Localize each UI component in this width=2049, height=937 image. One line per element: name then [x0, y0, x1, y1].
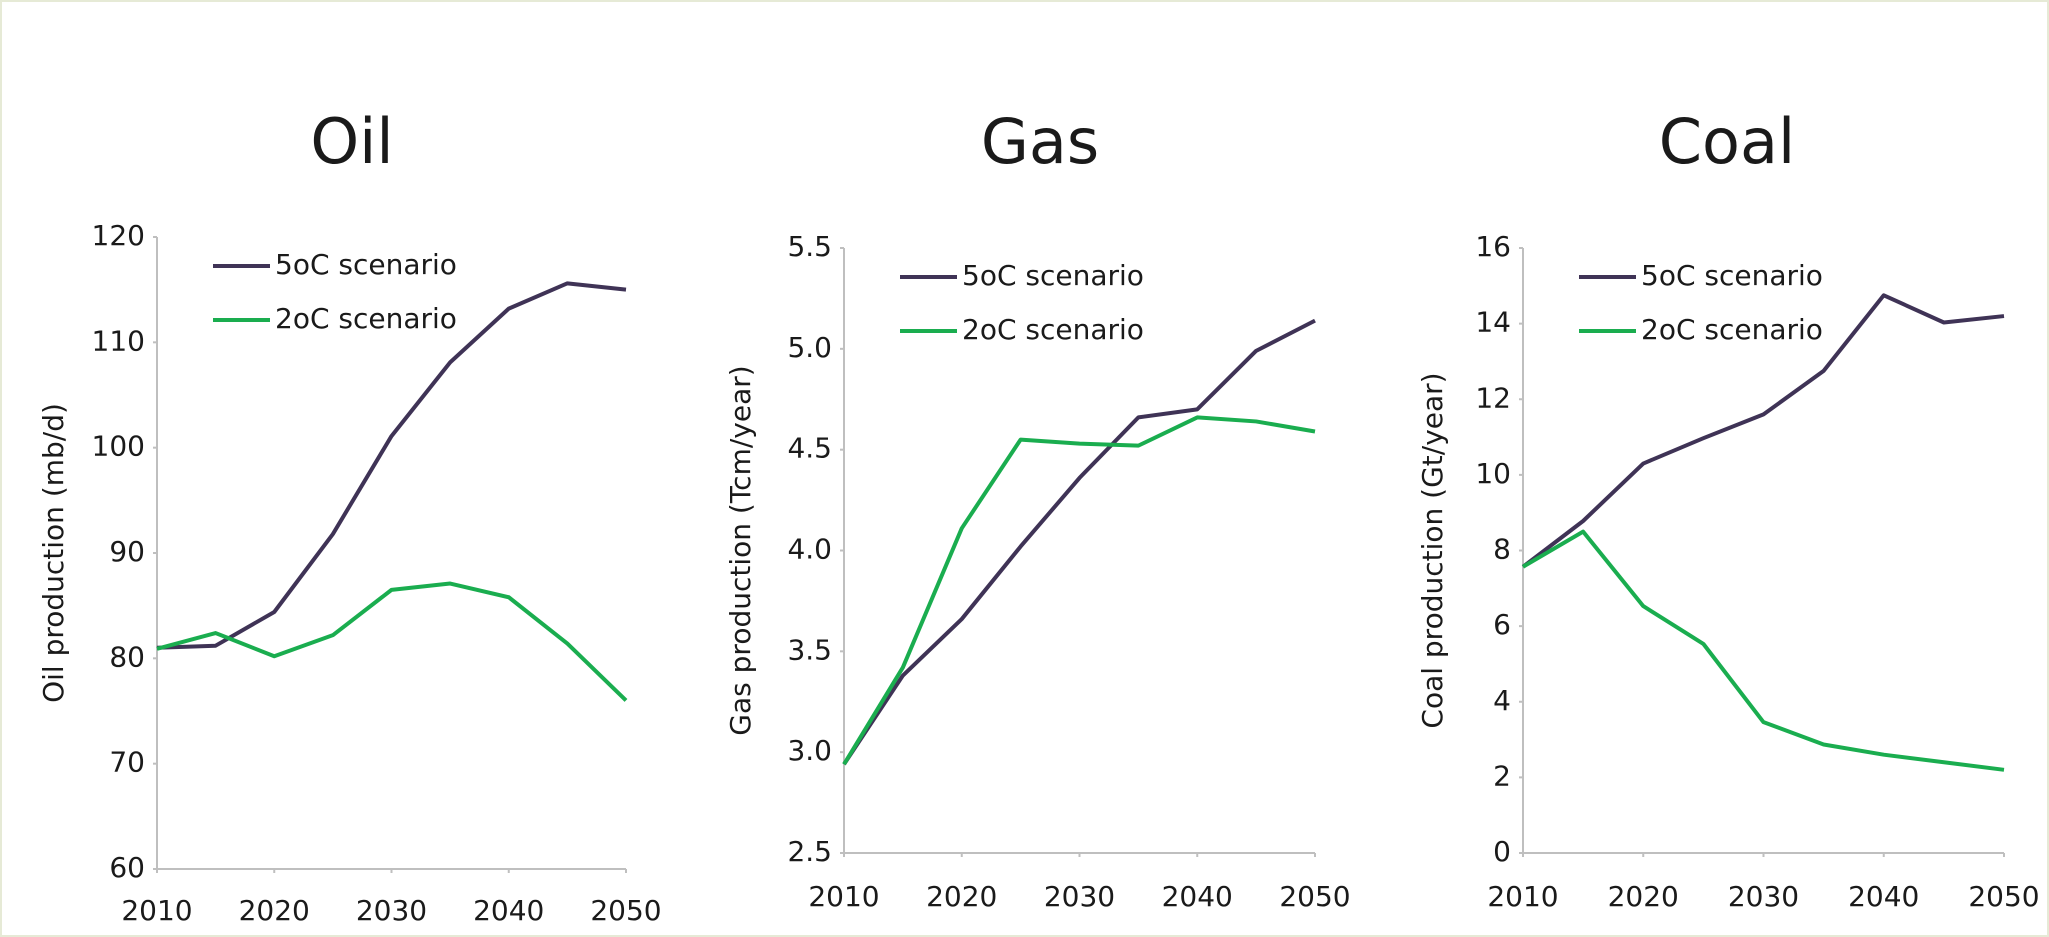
- x-tick-label: 2030: [1044, 880, 1115, 913]
- x-tick-label: 2030: [1728, 880, 1799, 913]
- y-tick-label: 4: [1493, 684, 1511, 717]
- y-axis-label: Gas production (Tcm/year): [724, 365, 757, 735]
- legend-label: 5oC scenario: [1641, 259, 1823, 292]
- y-tick-label: 2.5: [787, 835, 832, 868]
- legend-label: 2oC scenario: [275, 302, 457, 335]
- x-tick-label: 2020: [239, 894, 310, 927]
- series-line: [1521, 529, 2005, 772]
- x-tick-label: 2020: [1608, 880, 1679, 913]
- x-tick-label: 2040: [1162, 880, 1233, 913]
- chart-title: Gas: [981, 105, 1099, 178]
- y-tick-label: 60: [109, 851, 145, 884]
- y-tick-label: 4.0: [787, 533, 832, 566]
- series-line: [156, 581, 628, 702]
- y-tick-label: 110: [92, 324, 145, 357]
- legend-label: 5oC scenario: [962, 259, 1144, 292]
- legend-label: 5oC scenario: [275, 248, 457, 281]
- y-tick-label: 90: [109, 535, 145, 568]
- y-tick-label: 5.0: [787, 331, 832, 364]
- legend-label: 2oC scenario: [962, 313, 1144, 346]
- x-tick-label: 2040: [1848, 880, 1919, 913]
- y-tick-label: 2: [1493, 759, 1511, 792]
- x-tick-label: 2050: [590, 894, 661, 927]
- x-tick-label: 2050: [1968, 880, 2039, 913]
- series-line: [842, 318, 1316, 766]
- x-tick-label: 2010: [1487, 880, 1558, 913]
- y-tick-label: 3.0: [787, 734, 832, 767]
- series-line: [842, 415, 1316, 766]
- x-tick-label: 2040: [473, 894, 544, 927]
- x-tick-label: 2010: [808, 880, 879, 913]
- x-tick-label: 2030: [356, 894, 427, 927]
- y-tick-label: 6: [1493, 608, 1511, 641]
- y-tick-label: 3.5: [787, 633, 832, 666]
- y-tick-label: 4.5: [787, 432, 832, 465]
- y-axis-label: Coal production (Gt/year): [1416, 372, 1449, 728]
- x-tick-label: 2020: [926, 880, 997, 913]
- x-tick-label: 2050: [1279, 880, 1350, 913]
- y-axis-label: Oil production (mb/d): [37, 403, 70, 703]
- x-tick-label: 2010: [121, 894, 192, 927]
- y-tick-label: 120: [92, 219, 145, 252]
- legend-label: 2oC scenario: [1641, 313, 1823, 346]
- y-tick-label: 5.5: [787, 230, 832, 263]
- series-line: [156, 281, 627, 650]
- y-tick-label: 16: [1475, 230, 1511, 263]
- y-tick-label: 70: [109, 746, 145, 779]
- y-tick-label: 10: [1475, 457, 1511, 490]
- y-tick-label: 0: [1493, 835, 1511, 868]
- y-tick-label: 8: [1493, 533, 1511, 566]
- y-tick-label: 14: [1475, 306, 1511, 339]
- series-line: [1521, 293, 2005, 569]
- y-tick-label: 12: [1475, 381, 1511, 414]
- chart-title: Oil: [310, 105, 393, 178]
- y-tick-label: 100: [92, 430, 145, 463]
- chart-title: Coal: [1659, 105, 1795, 178]
- y-tick-label: 80: [109, 640, 145, 673]
